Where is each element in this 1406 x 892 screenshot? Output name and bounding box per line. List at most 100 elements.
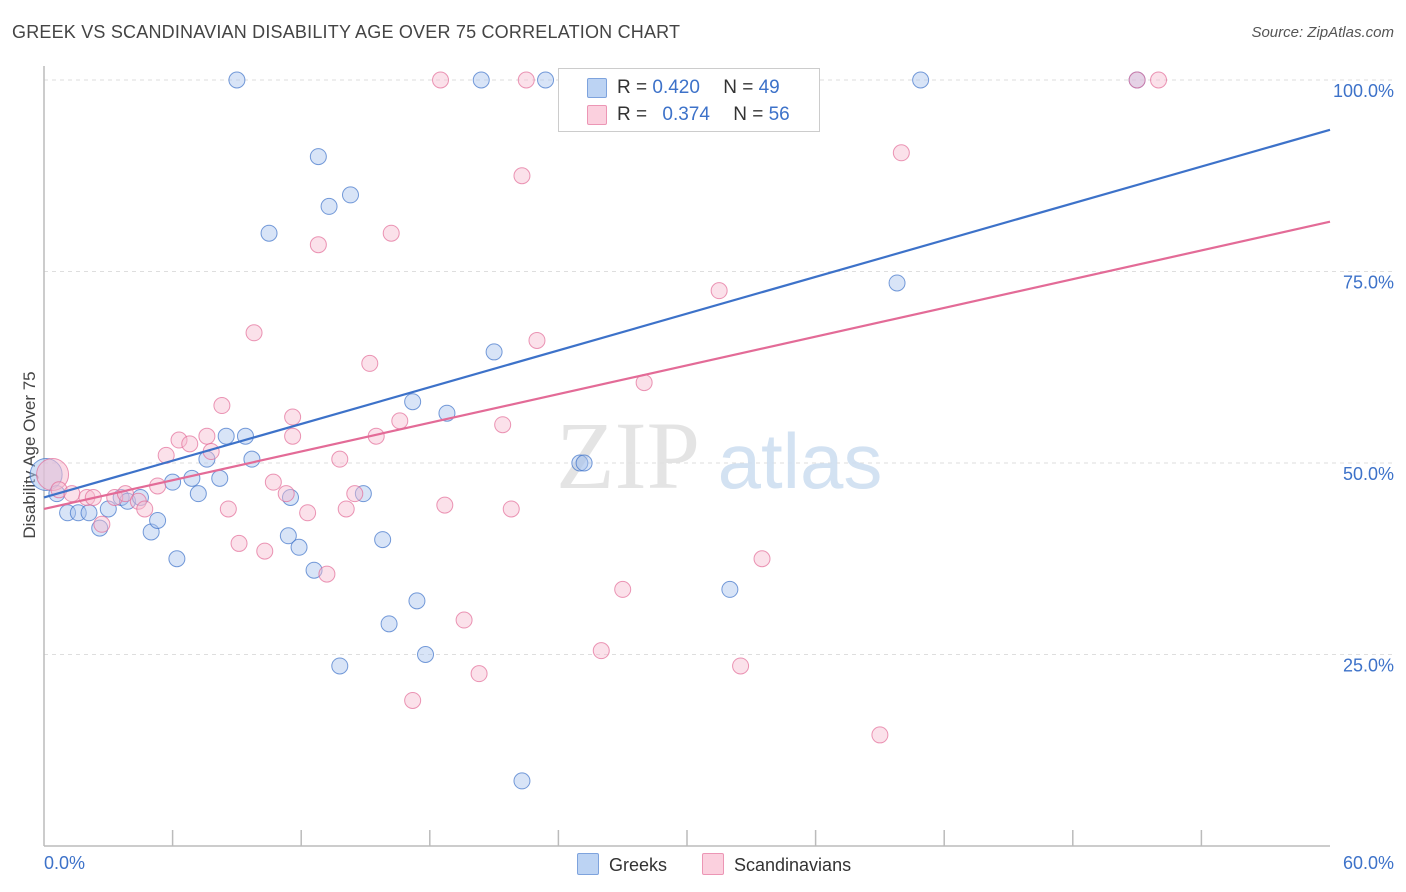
legend-n-label: N = — [723, 77, 759, 98]
greeks-point — [721, 580, 739, 598]
y-tick-label: 75.0% — [1343, 273, 1394, 293]
scandinavians-point — [361, 354, 379, 372]
greeks-point — [149, 511, 167, 529]
legend-swatch-scandinavians — [587, 105, 607, 125]
greeks-point — [228, 71, 246, 89]
greeks-point — [168, 550, 186, 568]
scandinavians-point — [455, 611, 473, 629]
legend-r-scandinavians: 0.374 — [662, 104, 710, 125]
scandinavians-point — [181, 435, 199, 453]
greeks-point — [341, 186, 359, 204]
legend-swatch-greeks — [587, 78, 607, 98]
scandinavians-point — [732, 657, 750, 675]
bottom-legend-label-greeks: Greeks — [609, 855, 668, 875]
scandinavians-point — [331, 450, 349, 468]
scandinavians-point — [1128, 71, 1146, 89]
scandinavians-point — [230, 534, 248, 552]
scandinavians-point — [871, 726, 889, 744]
scandinavians-point — [502, 500, 520, 518]
greeks-point — [513, 772, 531, 790]
greeks-point — [279, 527, 297, 545]
legend-r-label: R = — [617, 77, 653, 98]
legend-row-greeks: R = 0.420 N = 49 — [587, 77, 780, 99]
scandinavians-point — [309, 236, 327, 254]
legend-r-greeks: 0.420 — [652, 77, 700, 98]
scandinavians-point — [219, 500, 237, 518]
greeks-point — [211, 469, 229, 487]
scandinavians-point — [513, 167, 531, 185]
greeks-point — [571, 454, 589, 472]
scandinavians-point — [517, 71, 535, 89]
legend-n-greeks: 49 — [758, 77, 780, 98]
x-tick-label-min: 0.0% — [44, 853, 85, 873]
scandinavians-point — [299, 504, 317, 522]
scandinavians-point — [264, 473, 282, 491]
gridlines — [44, 79, 1394, 655]
scandinavians-point — [470, 665, 488, 683]
greeks-point — [189, 485, 207, 503]
greeks-point — [320, 197, 338, 215]
greeks-point — [408, 592, 426, 610]
scandinavians-point — [892, 144, 910, 162]
scandinavians-point — [404, 691, 422, 709]
data-points — [29, 71, 1168, 790]
greeks-point — [331, 657, 349, 675]
scandinavians-point — [614, 580, 632, 598]
greeks-point — [354, 485, 372, 503]
stats-legend: R = 0.420 N = 49 R = 0.374 N = 56 — [558, 68, 820, 132]
scandinavians-point — [213, 397, 231, 415]
y-tick-label: 100.0% — [1333, 81, 1394, 101]
scandinavians-point — [337, 500, 355, 518]
scandinavians-point — [284, 427, 302, 445]
greeks-point — [80, 504, 98, 522]
scandinavians-point — [93, 515, 111, 533]
scandinavians-point — [136, 500, 154, 518]
scandinavians-point — [245, 324, 263, 342]
greeks-point — [305, 561, 323, 579]
scandinavians-point — [284, 408, 302, 426]
greeks-point — [912, 71, 930, 89]
scandinavians-point — [753, 550, 771, 568]
scandinavians-point — [256, 542, 274, 560]
greeks-trend-line — [43, 128, 1331, 499]
watermark-atlas: atlas — [718, 417, 883, 505]
bottom-legend-label-scandinavians: Scandinavians — [734, 855, 852, 875]
greeks-point — [575, 454, 593, 472]
legend-n-label: N = — [733, 104, 769, 125]
legend-n-scandinavians: 56 — [768, 104, 790, 125]
scandinavians-point — [1150, 71, 1168, 89]
bottom-legend-scandinavians: Scandinavians — [702, 853, 851, 876]
greeks-point — [472, 71, 490, 89]
scandinavians-point — [36, 457, 70, 491]
scandinavians-point — [382, 224, 400, 242]
scandinavians-point — [436, 496, 454, 514]
x-tick-label-max: 60.0% — [1343, 853, 1394, 873]
scandinavians-point — [528, 331, 546, 349]
bottom-legend-swatch-greeks — [577, 853, 599, 875]
greeks-point — [374, 531, 392, 549]
greeks-point — [290, 538, 308, 556]
greeks-point — [888, 274, 906, 292]
y-tick-labels: 100.0% 75.0% 50.0% 25.0% — [1333, 81, 1394, 676]
legend-r-label: R = — [617, 104, 653, 125]
scandinavians-point — [710, 282, 728, 300]
scandinavians-point — [592, 642, 610, 660]
trend-lines — [43, 128, 1331, 511]
y-tick-label: 50.0% — [1343, 464, 1394, 484]
bottom-legend-greeks: Greeks — [577, 853, 667, 876]
scandinavians-point — [277, 485, 295, 503]
scandinavians-point — [170, 431, 188, 449]
scandinavians-point — [391, 412, 409, 430]
greeks-point — [537, 71, 555, 89]
scandinavians-point — [494, 416, 512, 434]
scandinavians-point — [346, 485, 364, 503]
x-ticks — [171, 830, 1203, 846]
bottom-legend-swatch-scandinavians — [702, 853, 724, 875]
greeks-point — [485, 343, 503, 361]
greeks-point — [309, 148, 327, 166]
y-tick-label: 25.0% — [1343, 656, 1394, 676]
greeks-point — [260, 224, 278, 242]
scandinavians-point — [318, 565, 336, 583]
greeks-point — [404, 393, 422, 411]
chart-title: GREEK VS SCANDINAVIAN DISABILITY AGE OVE… — [12, 22, 681, 42]
